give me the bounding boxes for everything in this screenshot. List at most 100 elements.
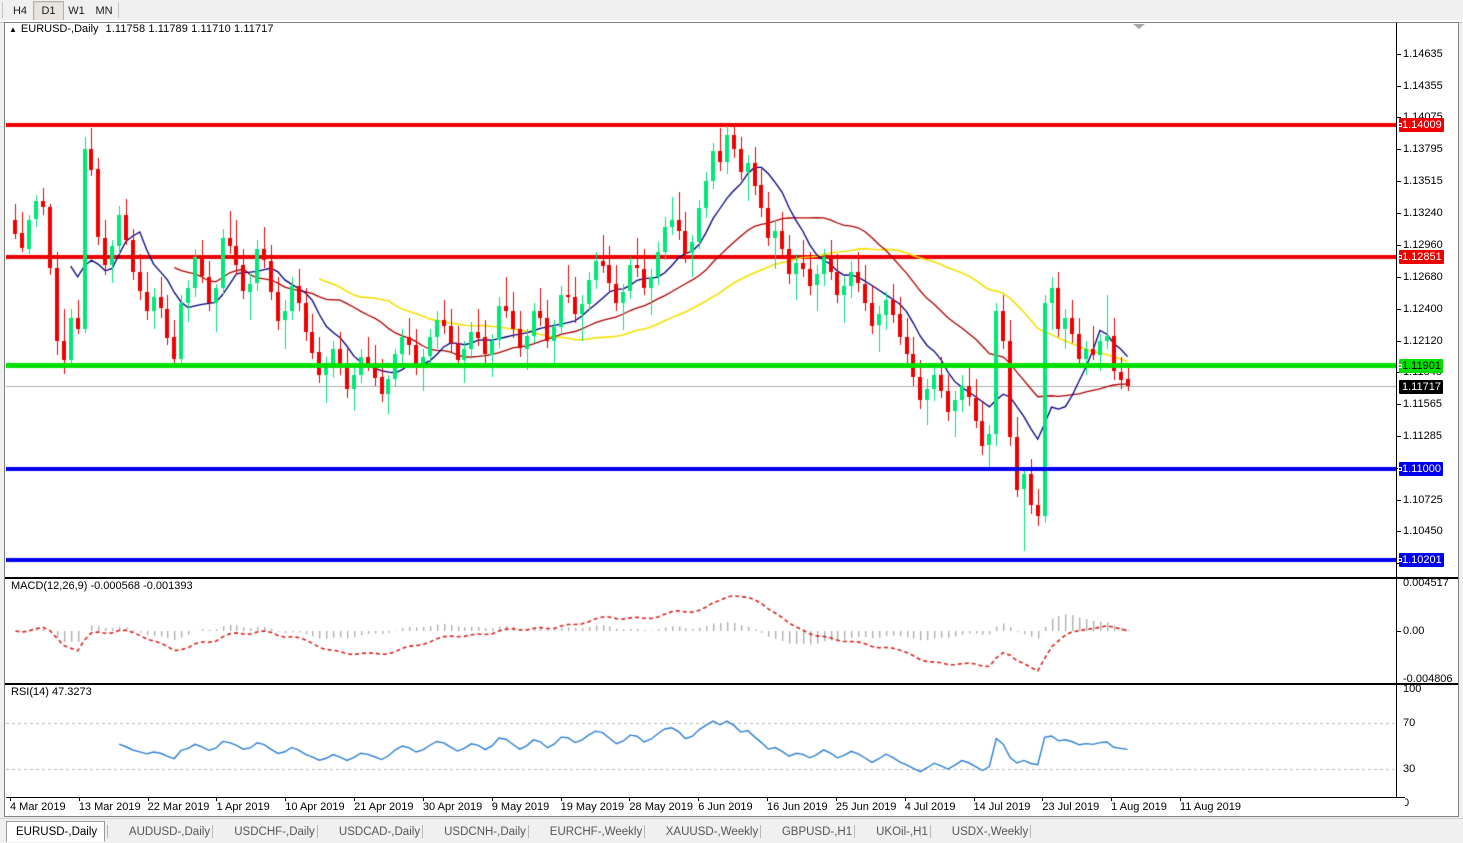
chart-symbol-title: EURUSD-,Daily — [20, 23, 99, 36]
level-handle[interactable] — [1398, 123, 1402, 128]
chart-tab-usdcnhdaily[interactable]: USDCNH-,Daily — [444, 826, 526, 838]
tab-separator — [317, 825, 318, 838]
rsi-tick-label: 30 — [1403, 762, 1416, 775]
price-tick-label: 1.14355 — [1403, 79, 1443, 92]
date-axis-label: 6 Jun 2019 — [698, 801, 753, 813]
date-axis-label: 21 Apr 2019 — [354, 801, 414, 813]
price-scale[interactable]: 1.146351.143551.140751.137951.135151.132… — [1396, 23, 1458, 816]
price-tick — [1397, 54, 1401, 55]
date-axis-tick — [79, 798, 80, 801]
chart-tab-xauusdweekly[interactable]: XAUUSD-,Weekly — [665, 826, 759, 838]
tab-separator — [854, 825, 855, 838]
price-tick-label: 1.11285 — [1403, 430, 1442, 442]
price-tick — [1397, 245, 1401, 246]
price-tick — [1397, 531, 1401, 532]
level-handle[interactable] — [1398, 363, 1402, 368]
pane-divider — [5, 683, 1458, 684]
rsi-tick-label: 100 — [1403, 683, 1422, 695]
date-axis-label: 13 Mar 2019 — [78, 801, 141, 813]
date-axis-label: 1 Apr 2019 — [216, 801, 270, 813]
timeframe-button-h4[interactable]: H4 — [12, 5, 28, 17]
date-axis-label: 19 May 2019 — [560, 801, 625, 813]
price-tick — [1397, 436, 1401, 437]
date-axis-tick — [974, 798, 975, 801]
tab-separator — [760, 825, 761, 838]
chart-tab-usdchfdaily[interactable]: USDCHF-,Daily — [234, 826, 315, 838]
date-axis-label: 4 Mar 2019 — [10, 801, 66, 813]
date-axis-tick — [1180, 798, 1181, 801]
price-tick-label: 1.11565 — [1403, 398, 1442, 411]
level-handle[interactable] — [1398, 466, 1402, 471]
level-label[interactable]: 1.11000 — [1399, 461, 1443, 476]
date-axis-label: 9 May 2019 — [491, 801, 550, 813]
support-level-label[interactable]: 1.11901 — [1399, 358, 1443, 373]
price-tick-label: 1.13240 — [1403, 206, 1443, 219]
date-axis-label: 11 Aug 2019 — [1180, 801, 1241, 813]
current-price-label[interactable]: 1.11717 — [1399, 379, 1443, 394]
price-chart-canvas[interactable] — [6, 37, 1405, 577]
pane-divider — [5, 578, 1458, 579]
price-tick-label: 1.12120 — [1403, 334, 1443, 347]
timeframe-button-w1[interactable]: W1 — [68, 5, 85, 17]
date-axis-tick — [216, 798, 217, 801]
tab-separator — [528, 825, 529, 838]
resistance-level-label[interactable]: 1.14009 — [1399, 118, 1444, 133]
chart-tabs-bar: EURUSD-,Daily AUDUSD-,Daily USDCHF-,Daily U… — [0, 818, 1463, 843]
date-axis-tick — [354, 798, 355, 801]
date-axis-label: 4 Jul 2019 — [904, 801, 956, 813]
price-tick — [1397, 149, 1401, 150]
date-axis-label: 23 Jul 2019 — [1042, 801, 1100, 813]
chart-ohlc-values: 1.11758 1.11789 1.11710 1.11717 — [105, 23, 274, 36]
price-tick-label: 1.13795 — [1403, 143, 1443, 156]
timeframe-toolbar: H4 D1 W1 MN — [0, 0, 1463, 21]
date-axis-tick — [148, 798, 149, 801]
triangle-up-icon[interactable]: ▲ — [9, 24, 17, 34]
price-tick — [1397, 86, 1401, 87]
macd-chart-canvas[interactable] — [6, 579, 1405, 683]
date-axis-label: 25 Jun 2019 — [835, 801, 897, 813]
chart-tab-eurchfweekly[interactable]: EURCHF-,Weekly — [549, 826, 643, 838]
price-tick-label: 1.12960 — [1403, 238, 1443, 251]
date-axis-label: 30 Apr 2019 — [422, 801, 483, 813]
macd-tick-label: 0.00 — [1403, 625, 1425, 637]
rsi-indicator-label: RSI(14) 47.3273 — [11, 686, 92, 698]
date-axis: 4 Mar 2019 13 Mar 2019 22 Mar 2019 1 Apr 20… — [6, 797, 1405, 816]
date-axis-tick — [10, 798, 11, 801]
tab-separator — [644, 825, 645, 838]
date-axis-tick — [905, 798, 906, 801]
chart-tab-gbpusdh1[interactable]: GBPUSD-,H1 — [781, 826, 853, 838]
chart-tab-usdxweekly[interactable]: USDX-,Weekly — [951, 826, 1029, 838]
rsi-tick-label: 70 — [1403, 717, 1416, 730]
level-handle[interactable] — [1398, 557, 1402, 562]
price-tick — [1397, 213, 1401, 214]
chart-window: ▲ EURUSD-,Daily 1.11758 1.11789 1.11710 1.… — [4, 22, 1459, 817]
date-axis-label: 22 Mar 2019 — [147, 801, 210, 813]
tab-separator — [1030, 825, 1031, 838]
rsi-chart-canvas[interactable] — [6, 685, 1405, 807]
chart-tab-usdcaddaily[interactable]: USDCAD-,Daily — [338, 826, 421, 838]
chart-tab-ukoilh1[interactable]: UKOil-,H1 — [876, 826, 928, 838]
resistance-level-label[interactable]: 1.12851 — [1399, 250, 1444, 265]
pane-divider — [5, 577, 1458, 578]
price-tick — [1397, 341, 1401, 342]
timeframe-button-mn[interactable]: MN — [95, 5, 113, 17]
date-axis-label: 1 Aug 2019 — [1111, 801, 1167, 813]
level-handle[interactable] — [1398, 255, 1402, 260]
price-tick-label: 1.10450 — [1403, 525, 1443, 538]
price-tick-label: 1.14635 — [1403, 47, 1443, 60]
price-tick — [1397, 500, 1401, 501]
price-tick — [1397, 277, 1401, 278]
date-axis-tick — [561, 798, 562, 801]
chart-tab-audusddaily[interactable]: AUDUSD-,Daily — [128, 826, 211, 838]
level-label[interactable]: 1.10201 — [1399, 552, 1444, 567]
chart-tab-eurusddaily[interactable]: EURUSD-,Daily — [6, 821, 105, 842]
price-tick-label: 1.12680 — [1403, 270, 1443, 283]
date-axis-tick — [492, 798, 493, 801]
date-axis-tick — [1111, 798, 1112, 801]
tab-separator — [422, 825, 423, 838]
tab-separator — [212, 825, 213, 838]
timeframe-button-d1[interactable]: D1 — [33, 1, 64, 21]
macd-tick-label: -0.004806 — [1403, 673, 1453, 685]
date-axis-tick — [1042, 798, 1043, 801]
date-axis-tick — [285, 798, 286, 801]
